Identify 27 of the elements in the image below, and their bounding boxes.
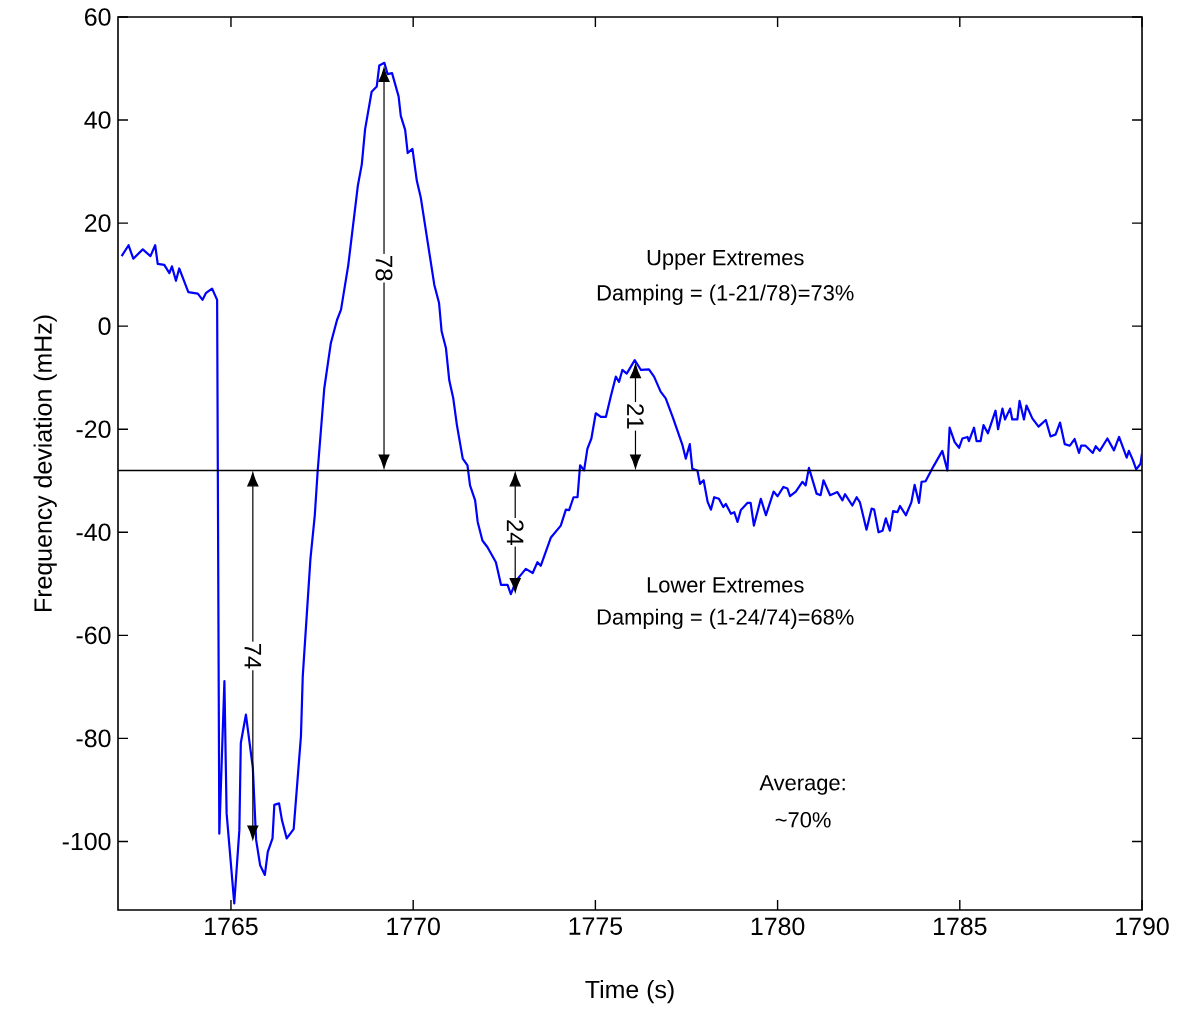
y-tick-label: -80 — [76, 729, 111, 748]
y-tick-label: 40 — [84, 111, 111, 129]
annotation: ~70% — [775, 812, 831, 828]
y-tick-label: -60 — [76, 626, 111, 645]
annotation: Average: — [759, 775, 845, 795]
y-tick-label: 0 — [98, 317, 111, 335]
x-axis-title: Time (s) — [585, 980, 674, 1004]
x-tick-label: 1790 — [1116, 917, 1169, 936]
annotation: 24 — [506, 520, 524, 545]
annotation: 78 — [375, 256, 393, 281]
x-tick-label: 1780 — [751, 917, 805, 936]
y-tick-label: -100 — [62, 832, 111, 851]
y-tick-label: 60 — [85, 8, 111, 26]
annotation: Lower Extremes — [647, 577, 804, 593]
x-tick-label: 1775 — [569, 917, 623, 935]
y-axis-title: Frequency deviation (mHz) — [33, 315, 57, 611]
x-tick-label: 1765 — [205, 917, 258, 936]
annotation: Damping = (1-21/78)=73% — [597, 284, 854, 305]
y-tick-label: 20 — [85, 214, 111, 232]
x-tick-label: 1785 — [933, 917, 987, 936]
y-tick-label: -40 — [76, 523, 111, 542]
annotation: Upper Extremes — [647, 250, 804, 270]
x-tick-label: 1770 — [387, 917, 440, 936]
annotation: Damping = (1-24/74)=68% — [597, 608, 854, 630]
y-tick-label: -20 — [76, 420, 111, 439]
annotation: 74 — [244, 643, 262, 669]
annotation: 21 — [627, 404, 644, 429]
